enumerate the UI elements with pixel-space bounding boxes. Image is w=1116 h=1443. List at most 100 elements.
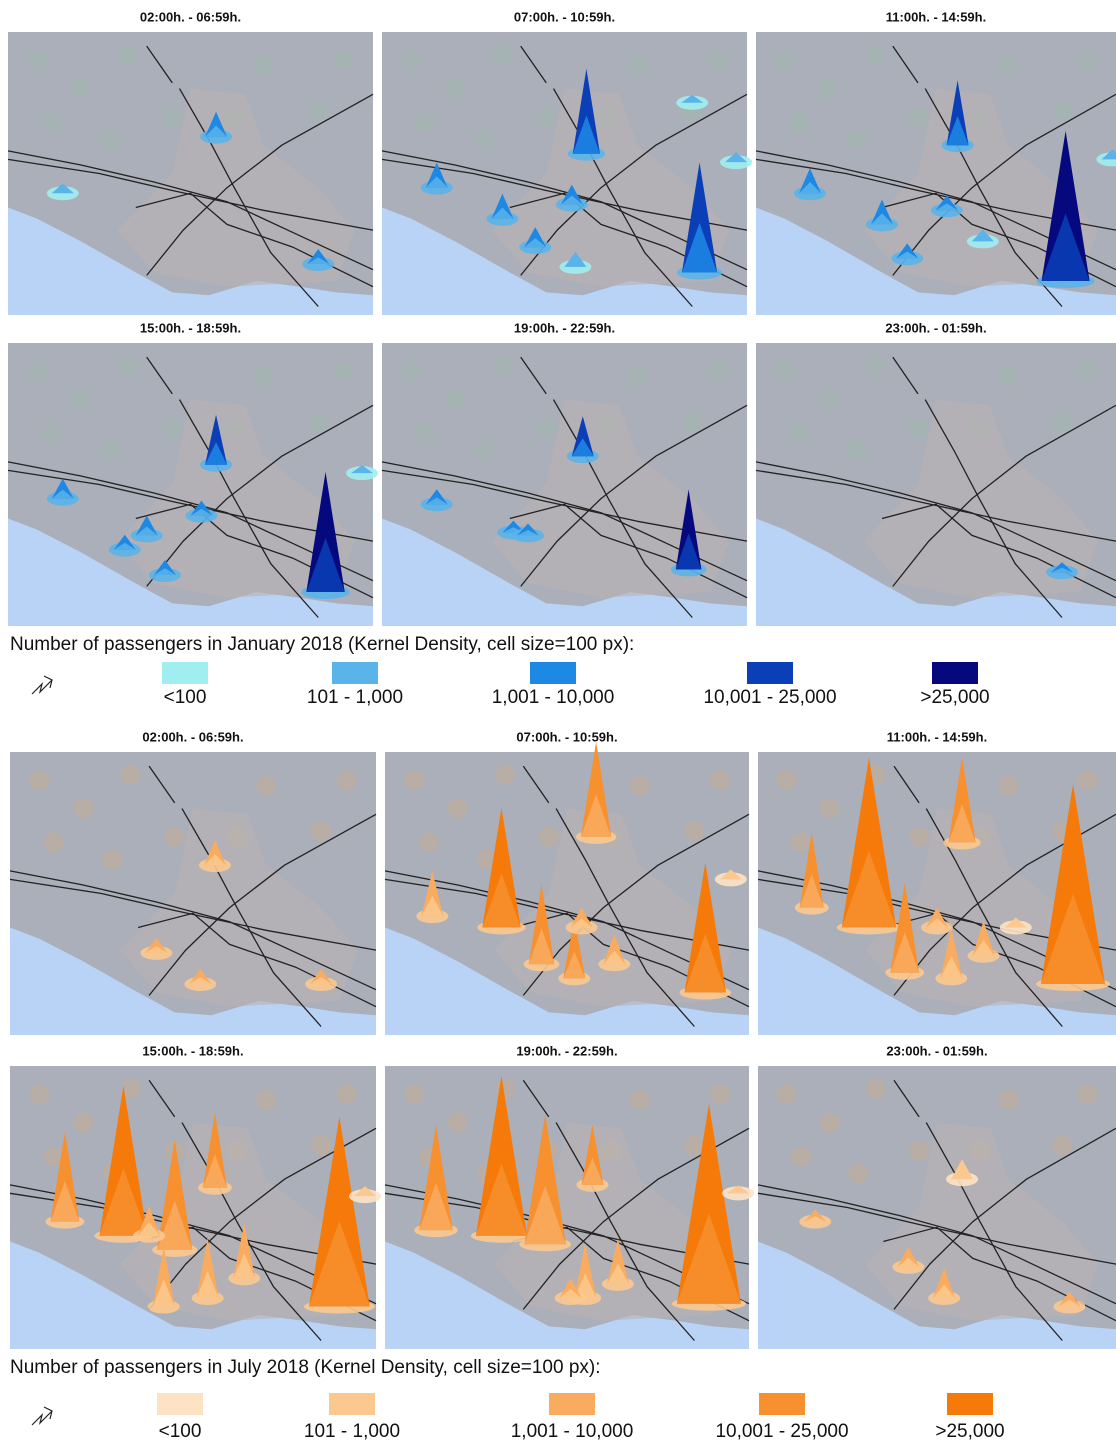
urban-area [820, 799, 840, 819]
urban-area [777, 1084, 797, 1104]
urban-area [777, 770, 797, 790]
legend-swatch [332, 662, 378, 684]
map-panel [756, 343, 1116, 626]
urban-area [118, 45, 138, 65]
legend-label: 1,001 - 10,000 [511, 1421, 634, 1442]
urban-area [628, 367, 648, 387]
urban-area [1052, 101, 1072, 121]
urban-area [100, 441, 120, 461]
urban-area [401, 50, 421, 70]
legend-swatch [759, 1393, 805, 1415]
map-panel [382, 343, 747, 626]
panel-title: 11:00h. - 14:59h. [886, 9, 986, 24]
map-panel [758, 1066, 1116, 1349]
urban-area [404, 1084, 424, 1104]
legend-label: 101 - 1,000 [304, 1421, 400, 1442]
urban-area [401, 361, 421, 381]
urban-area [1077, 361, 1097, 381]
urban-area [445, 390, 465, 410]
urban-area [682, 412, 702, 432]
panel-title: 23:00h. - 01:59h. [886, 1043, 987, 1058]
urban-area [27, 50, 47, 70]
urban-area [102, 850, 122, 870]
urban-area [536, 418, 556, 438]
urban-area [999, 1090, 1019, 1110]
map-panel [756, 32, 1116, 315]
legend-label: 1,001 - 10,000 [492, 687, 615, 708]
urban-area [710, 770, 730, 790]
north-arrow [32, 676, 52, 694]
urban-area [492, 356, 512, 376]
panel-title: 07:00h. - 10:59h. [516, 729, 617, 744]
panel-title: 19:00h. - 22:59h. [516, 1043, 617, 1058]
urban-area [866, 1079, 886, 1099]
panel-title: 15:00h. - 18:59h. [142, 1043, 243, 1058]
urban-area [908, 107, 928, 127]
legend-label: >25,000 [935, 1421, 1004, 1442]
urban-area [448, 799, 468, 819]
urban-area [42, 113, 62, 133]
urban-area [71, 79, 91, 99]
panel-title: 19:00h. - 22:59h. [514, 320, 615, 335]
urban-area [708, 50, 728, 70]
urban-area [998, 56, 1018, 76]
legend-label: 10,001 - 25,000 [715, 1421, 848, 1442]
urban-area [256, 776, 276, 796]
urban-area [630, 776, 650, 796]
urban-area [474, 441, 494, 461]
urban-area [256, 1090, 276, 1110]
legend-swatch [947, 1393, 993, 1415]
urban-area [311, 1135, 331, 1155]
legend-swatch [162, 662, 208, 684]
urban-area [100, 130, 120, 150]
urban-area [684, 821, 704, 841]
urban-area [334, 361, 354, 381]
urban-area [416, 113, 436, 133]
urban-area [165, 827, 185, 847]
panel-title: 23:00h. - 01:59h. [885, 320, 986, 335]
urban-area [775, 361, 795, 381]
urban-area [495, 765, 515, 785]
urban-area [73, 1113, 93, 1133]
legend-swatch [530, 662, 576, 684]
urban-area [818, 79, 838, 99]
panel-title: 07:00h. - 10:59h. [514, 9, 615, 24]
map-panel [382, 32, 752, 315]
legend-swatch [157, 1393, 203, 1415]
urban-area [337, 1084, 357, 1104]
urban-area [909, 1141, 929, 1161]
panel-title: 02:00h. - 06:59h. [142, 729, 243, 744]
urban-area [404, 770, 424, 790]
panel-title: 02:00h. - 06:59h. [140, 9, 241, 24]
urban-area [818, 390, 838, 410]
legend-label: >25,000 [920, 687, 989, 708]
urban-area [1077, 1084, 1097, 1104]
legend-label: 10,001 - 25,000 [703, 687, 836, 708]
urban-area [865, 356, 885, 376]
legend-title: Number of passengers in January 2018 (Ke… [10, 634, 634, 655]
figure: 02:00h. - 06:59h. 07:00h. - 10:59h. 11:00h… [0, 0, 1116, 1443]
urban-area [847, 130, 867, 150]
urban-area [121, 765, 141, 785]
map-panel [8, 343, 378, 626]
map-panel [385, 742, 749, 1035]
panel-title: 15:00h. - 18:59h. [140, 320, 241, 335]
north-arrow [32, 1407, 52, 1425]
urban-area [311, 821, 331, 841]
urban-area [710, 1084, 730, 1104]
urban-area [1077, 50, 1097, 70]
urban-area [789, 424, 809, 444]
urban-area [44, 833, 64, 853]
urban-area [448, 1113, 468, 1133]
urban-area [337, 770, 357, 790]
urban-area [998, 367, 1018, 387]
urban-area [308, 412, 328, 432]
urban-area [495, 1079, 515, 1099]
urban-area [254, 367, 274, 387]
urban-area [865, 45, 885, 65]
urban-area [908, 418, 928, 438]
urban-area [789, 113, 809, 133]
urban-area [27, 361, 47, 381]
urban-area [334, 50, 354, 70]
urban-area [820, 1113, 840, 1133]
